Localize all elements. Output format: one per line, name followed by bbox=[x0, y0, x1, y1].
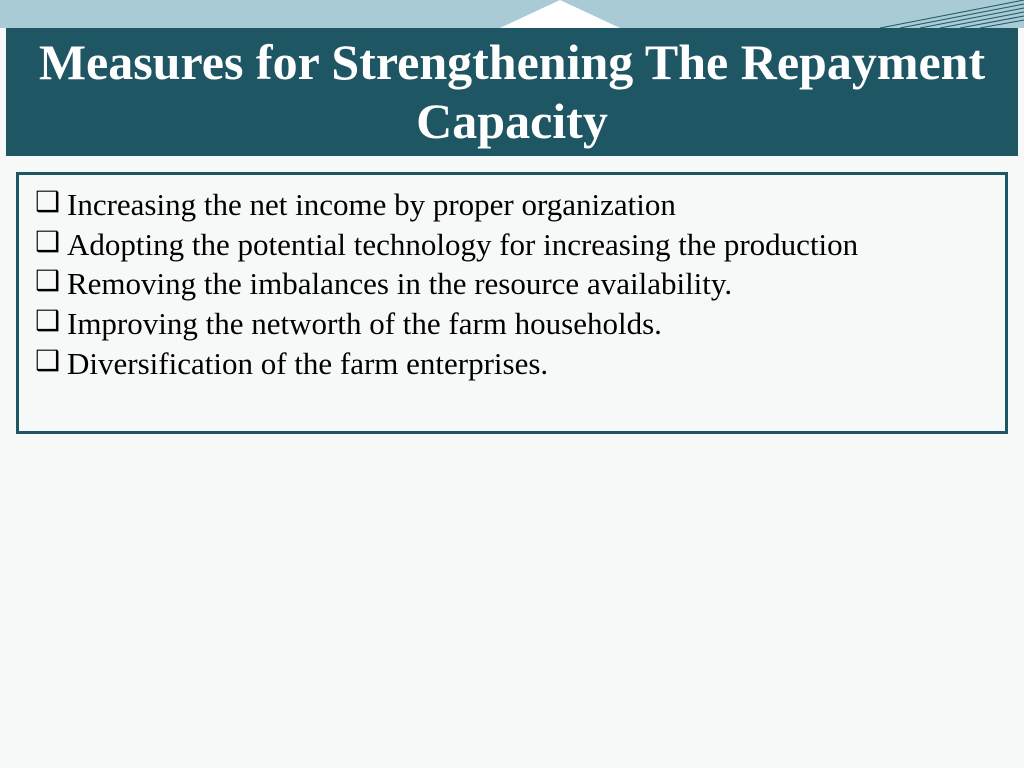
title-bar: Measures for Strengthening The Repayment… bbox=[6, 28, 1018, 156]
strip-lines-icon bbox=[0, 0, 1024, 28]
list-item: Adopting the potential technology for in… bbox=[35, 225, 989, 265]
list-item: Removing the imbalances in the resource … bbox=[35, 264, 989, 304]
list-item: Diversification of the farm enterprises. bbox=[35, 344, 989, 384]
list-item: Increasing the net income by proper orga… bbox=[35, 185, 989, 225]
bullet-list: Increasing the net income by proper orga… bbox=[35, 185, 989, 383]
content-box: Increasing the net income by proper orga… bbox=[16, 172, 1008, 434]
list-item: Improving the networth of the farm house… bbox=[35, 304, 989, 344]
slide-title: Measures for Strengthening The Repayment… bbox=[30, 33, 994, 151]
decorative-top-strip bbox=[0, 0, 1024, 28]
